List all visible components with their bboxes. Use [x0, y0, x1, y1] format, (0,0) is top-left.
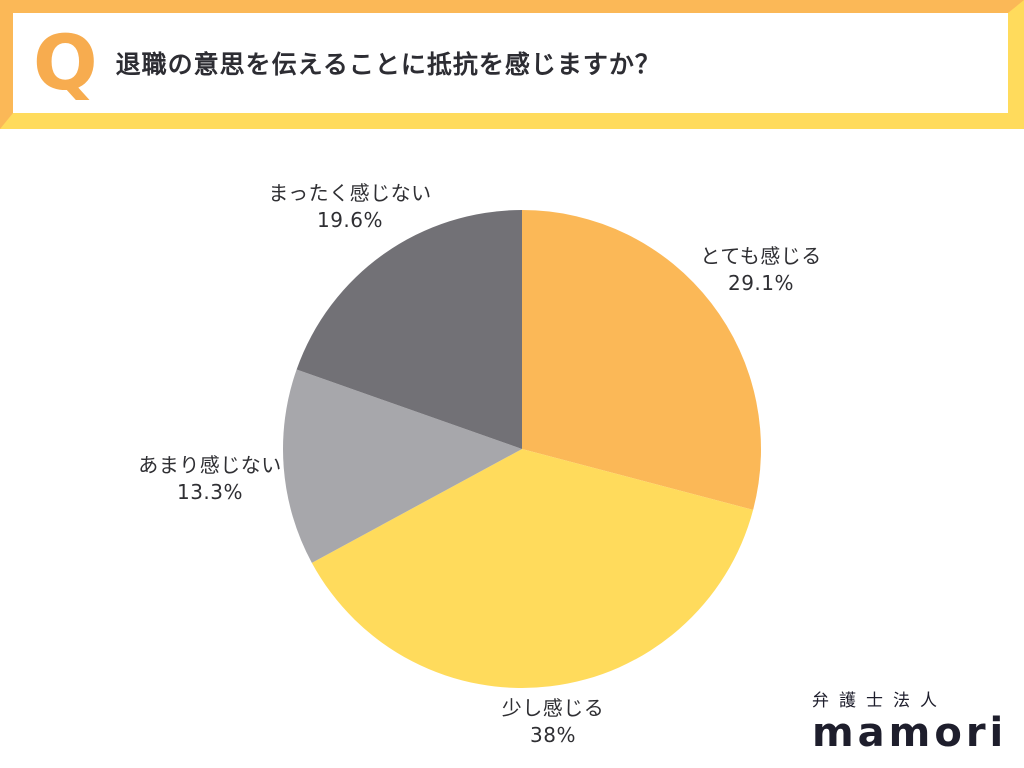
- pie-label-mattaku: まったく感じない 19.6%: [220, 180, 480, 234]
- pie-slice-1: [311, 449, 754, 688]
- question-title: 退職の意思を伝えることに抵抗を感じますか？: [115, 50, 661, 79]
- logo-firm-type: 弁護士法人: [812, 691, 947, 711]
- pie-label-text: とても感じる: [700, 244, 822, 268]
- pie-chart: [283, 210, 761, 688]
- pie-label-text: まったく感じない: [268, 181, 432, 205]
- q-mark-icon: Q: [33, 17, 98, 107]
- pie-label-amari: あまり感じない 13.3%: [80, 452, 340, 506]
- pie-label-pct: 29.1%: [727, 271, 795, 295]
- pie-label-text: 少し感じる: [501, 696, 605, 720]
- mamori-logo: 弁護士法人 mamori: [812, 686, 1007, 753]
- pie-slice-2: [283, 369, 522, 563]
- logo-brand-name: mamori: [812, 710, 1008, 756]
- pie-label-pct: 19.6%: [316, 208, 384, 232]
- pie-label-pct: 13.3%: [176, 480, 244, 504]
- question-banner: Q 退職の意思を伝えることに抵抗を感じますか？: [0, 0, 1024, 129]
- pie-label-totemo: とても感じる 29.1%: [631, 243, 891, 297]
- pie-label-sukoshi: 少し感じる 38%: [423, 695, 683, 749]
- pie-label-text: あまり感じない: [138, 453, 282, 477]
- pie-slice-3: [296, 210, 522, 449]
- pie-slice-0: [522, 210, 761, 510]
- pie-label-pct: 38%: [530, 723, 576, 747]
